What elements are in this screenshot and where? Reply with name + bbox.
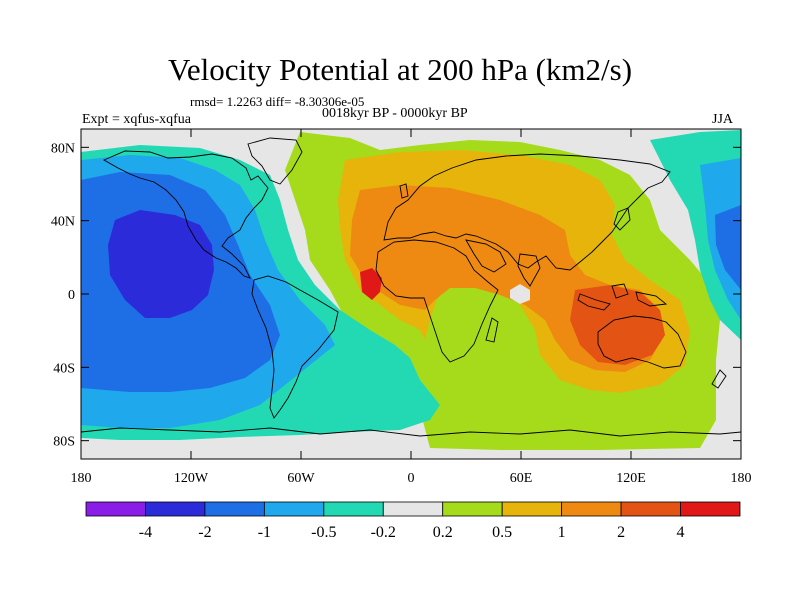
x-tick-label: 0 xyxy=(408,471,415,486)
contour-region xyxy=(715,205,741,290)
colorbar-label: 1 xyxy=(558,524,566,541)
x-tick-label: 60E xyxy=(510,471,533,486)
colorbar-swatch xyxy=(145,501,206,517)
coastlines xyxy=(81,137,741,437)
season-label: JJA xyxy=(712,112,734,127)
y-tick-label: 40N xyxy=(51,215,75,230)
x-tick-label: 120W xyxy=(174,471,209,486)
contour-region xyxy=(360,268,382,300)
colorbar-swatch xyxy=(382,501,444,517)
colorbar-label: 2 xyxy=(617,524,625,541)
colorbar-label: 4 xyxy=(677,524,685,541)
velocity-potential-field xyxy=(81,129,741,459)
colorbar-label: 0.5 xyxy=(492,524,512,541)
colorbar-label: -0.5 xyxy=(311,524,336,541)
y-tick-label: 0 xyxy=(68,288,75,303)
x-tick-label: 60W xyxy=(287,471,315,486)
colorbar-swatch xyxy=(561,501,622,517)
y-tick-label: 80S xyxy=(53,435,75,450)
x-tick-label: 120E xyxy=(616,471,646,486)
period-label: 0018kyr BP - 0000kyr BP xyxy=(322,106,468,121)
x-axis: 180 120W 60W 0 60E 120E 180 xyxy=(71,129,752,486)
colorbar-swatch xyxy=(620,501,681,517)
colorbar-label: 0.2 xyxy=(433,524,453,541)
colorbar-swatch xyxy=(501,501,563,517)
y-tick-label: 80N xyxy=(51,141,75,156)
figure-title: Velocity Potential at 200 hPa (km2/s) xyxy=(167,52,633,87)
contour-region xyxy=(108,210,214,318)
colorbar-label: -2 xyxy=(198,524,211,541)
colorbar-swatch xyxy=(263,501,325,517)
x-tick-label: 180 xyxy=(71,471,92,486)
colorbar-swatch xyxy=(442,501,503,517)
colorbar-swatch xyxy=(204,501,265,517)
colorbar-label: -0.2 xyxy=(371,524,396,541)
experiment-label: Expt = xqfus-xqfua xyxy=(82,112,191,127)
x-tick-label: 180 xyxy=(731,471,752,486)
colorbar-swatch xyxy=(680,501,741,517)
contour-region xyxy=(510,284,530,304)
colorbar-swatch xyxy=(85,501,146,517)
contour-region xyxy=(570,285,665,365)
colorbar-swatch xyxy=(323,501,384,517)
y-axis: 80N 40N 0 40S 80S xyxy=(51,141,741,450)
colorbar: -4 -2 -1 -0.5 -0.2 0.2 0.5 1 2 4 xyxy=(85,501,741,541)
colorbar-label: -4 xyxy=(139,524,152,541)
colorbar-label: -1 xyxy=(258,524,271,541)
stats-text: rmsd= 1.2263 diff= -8.30306e-05 xyxy=(190,94,365,109)
y-tick-label: 40S xyxy=(53,361,75,376)
